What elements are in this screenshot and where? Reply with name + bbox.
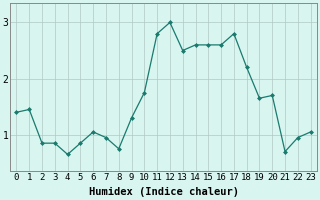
X-axis label: Humidex (Indice chaleur): Humidex (Indice chaleur) [89, 187, 238, 197]
